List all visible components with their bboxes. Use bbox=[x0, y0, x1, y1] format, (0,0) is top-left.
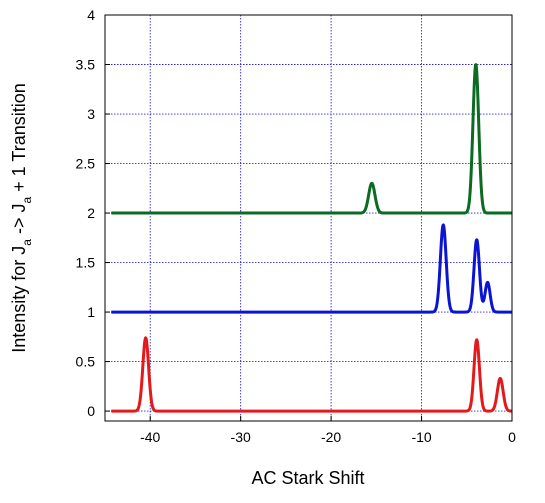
x-tick-label: 0 bbox=[508, 429, 516, 445]
y-axis-title-part-3: + 1 Transition bbox=[9, 83, 29, 197]
y-axis-title-part-1: Intensity for J bbox=[9, 246, 29, 353]
series-line-2 bbox=[110, 223, 514, 314]
y-tick-label: 4 bbox=[87, 7, 95, 23]
y-axis-title-sub-2: a bbox=[20, 197, 34, 204]
y-axis-title-part-2: -> J bbox=[9, 204, 29, 240]
y-axis-title: Intensity for Ja -> Ja + 1 Transition bbox=[9, 83, 34, 353]
y-tick-label: 3.5 bbox=[76, 57, 96, 73]
y-tick-label: 3 bbox=[87, 106, 95, 122]
x-tick-label: -40 bbox=[140, 429, 160, 445]
y-axis-title-sub-1: a bbox=[20, 239, 34, 246]
series-group bbox=[110, 63, 514, 413]
ticks: -40 -30 -20 -10 0 0 0.5 1 1.5 2 2.5 3 3.5 4 bbox=[76, 7, 517, 445]
x-tick-label: -30 bbox=[231, 429, 251, 445]
plot-frame bbox=[104, 14, 513, 422]
y-tick-label: 1 bbox=[87, 304, 95, 320]
y-tick-label: 0.5 bbox=[76, 354, 96, 370]
x-tick-label: -10 bbox=[411, 429, 431, 445]
y-tick-label: 0 bbox=[87, 403, 95, 419]
grid bbox=[105, 15, 512, 421]
y-tick-label: 1.5 bbox=[76, 255, 96, 271]
x-axis-title: AC Stark Shift bbox=[251, 468, 364, 488]
series-line-1 bbox=[110, 336, 514, 413]
y-tick-label: 2 bbox=[87, 205, 95, 221]
series-line-3 bbox=[110, 63, 514, 215]
y-tick-label: 2.5 bbox=[76, 156, 96, 172]
x-tick-label: -20 bbox=[321, 429, 341, 445]
